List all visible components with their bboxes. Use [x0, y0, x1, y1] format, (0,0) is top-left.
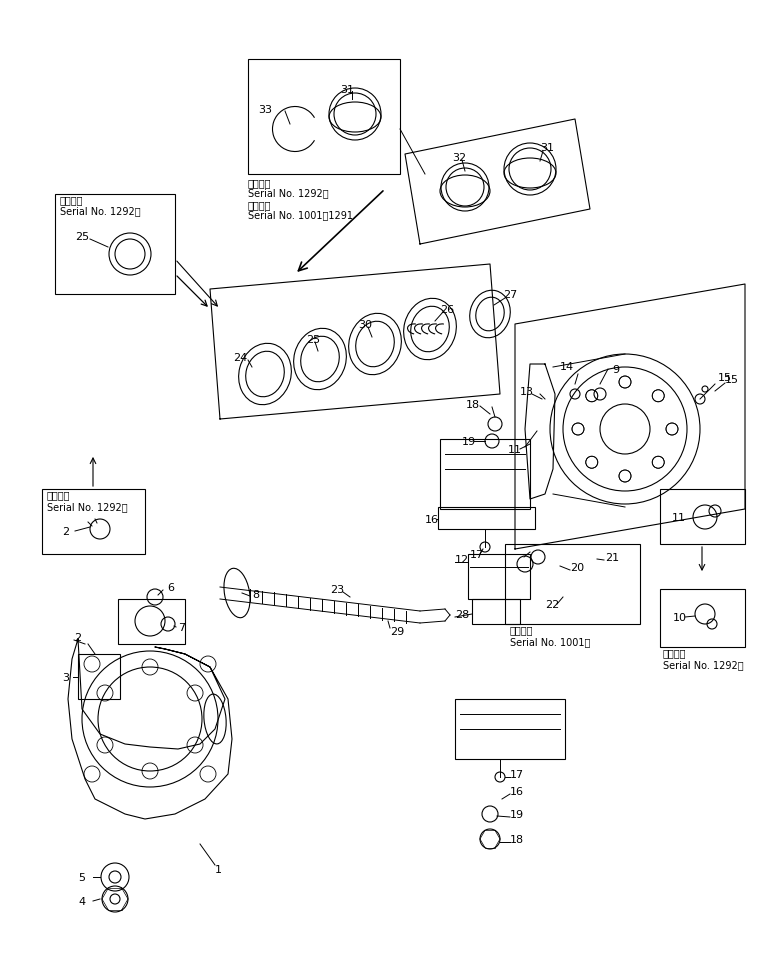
Bar	[660, 589, 745, 647]
Bar	[472, 599, 520, 624]
Bar	[438, 507, 535, 530]
Text: 6: 6	[167, 582, 174, 593]
Bar	[468, 555, 530, 599]
Text: 19: 19	[510, 809, 524, 820]
Text: Serial No. 1001〜: Serial No. 1001〜	[510, 637, 591, 646]
Text: 25: 25	[306, 335, 320, 345]
Text: Serial No. 1292〜: Serial No. 1292〜	[47, 501, 128, 512]
Text: 21: 21	[605, 553, 619, 562]
Text: 適用号機: 適用号機	[47, 490, 71, 499]
Text: 32: 32	[452, 152, 466, 163]
Bar	[42, 490, 145, 555]
Text: 適用号機: 適用号機	[663, 647, 687, 658]
Text: 24: 24	[233, 353, 247, 363]
Text: 11: 11	[672, 513, 686, 522]
Bar	[455, 700, 565, 760]
Text: 26: 26	[440, 305, 454, 314]
Text: 適用号機: 適用号機	[60, 194, 84, 205]
Text: 28: 28	[455, 609, 469, 619]
Text: 16: 16	[425, 515, 439, 524]
Text: 31: 31	[340, 85, 354, 95]
Text: Serial No. 1292〜: Serial No. 1292〜	[60, 206, 140, 215]
Text: 11: 11	[508, 444, 522, 455]
Text: 10: 10	[673, 613, 687, 622]
Text: 適用号機: 適用号機	[510, 624, 533, 635]
Text: Serial No. 1292〜: Serial No. 1292〜	[663, 659, 744, 669]
Text: 13: 13	[520, 387, 534, 396]
Text: 5: 5	[78, 872, 85, 882]
Text: 16: 16	[510, 786, 524, 796]
Text: 14: 14	[560, 361, 574, 372]
Text: 9: 9	[612, 365, 619, 375]
Text: 4: 4	[78, 896, 85, 906]
Text: 30: 30	[358, 319, 372, 330]
Text: 18: 18	[510, 834, 524, 844]
Text: 適用号機: 適用号機	[248, 200, 271, 210]
Text: 15: 15	[718, 373, 732, 382]
Text: 17: 17	[470, 550, 484, 559]
Text: 7: 7	[178, 622, 185, 633]
Text: 2: 2	[74, 633, 81, 642]
Text: Serial No. 1292〜: Serial No. 1292〜	[248, 188, 329, 198]
Text: 27: 27	[503, 290, 517, 299]
Text: 3: 3	[62, 672, 69, 682]
Text: 2: 2	[62, 526, 69, 537]
Text: 12: 12	[455, 555, 469, 564]
Text: 22: 22	[545, 599, 560, 609]
Text: 1: 1	[215, 864, 222, 874]
Text: 8: 8	[252, 589, 259, 599]
Text: 31: 31	[540, 143, 554, 152]
Text: 29: 29	[390, 626, 405, 637]
Text: 適用号機: 適用号機	[248, 178, 271, 188]
Bar	[55, 194, 175, 294]
Bar	[440, 439, 530, 510]
Text: 19: 19	[462, 436, 476, 447]
Bar	[78, 655, 120, 700]
Text: 23: 23	[330, 584, 344, 595]
Text: 25: 25	[75, 232, 89, 242]
Text: Serial No. 1001〜1291: Serial No. 1001〜1291	[248, 210, 353, 220]
Bar	[505, 544, 640, 624]
Text: 17: 17	[510, 769, 524, 780]
Text: 18: 18	[466, 399, 480, 410]
Text: 33: 33	[258, 105, 272, 115]
Bar	[660, 490, 745, 544]
Bar	[118, 599, 185, 644]
Text: 15: 15	[725, 375, 739, 385]
Bar	[248, 60, 400, 174]
Text: 20: 20	[570, 562, 584, 573]
